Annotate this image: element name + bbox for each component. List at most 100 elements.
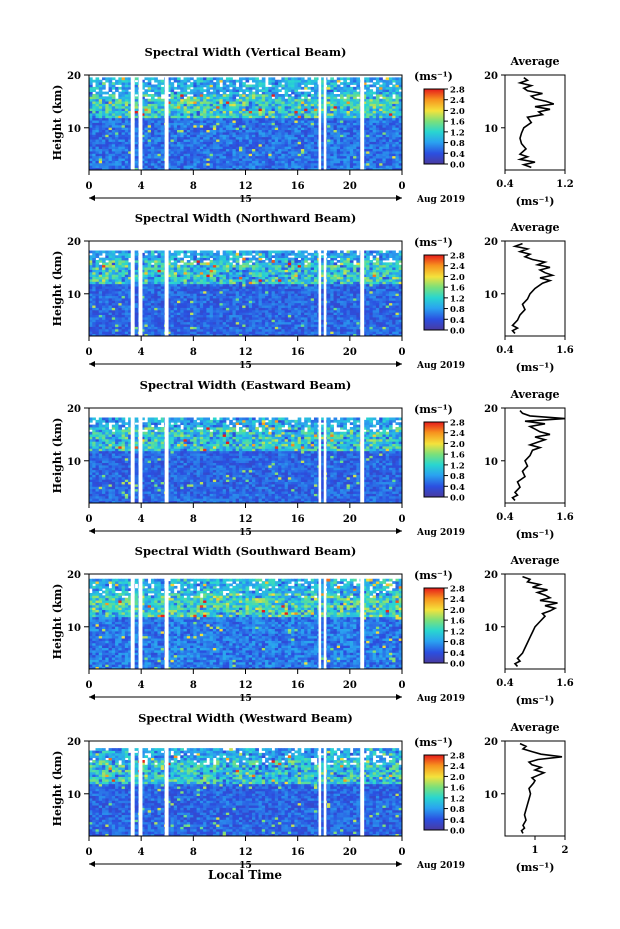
average-title: Average — [509, 388, 559, 401]
day-arrow-left — [89, 528, 95, 534]
x-tick-label: 16 — [291, 680, 305, 691]
colorbar-unit: (ms⁻¹) — [414, 70, 453, 83]
colorbar-tick-label: 2.0 — [450, 440, 465, 450]
x-tick-label: 12 — [239, 680, 253, 691]
average-x-tick-label: 1.6 — [556, 512, 573, 523]
heatmap-cells — [89, 578, 403, 670]
colorbar-tick-label: 2.0 — [450, 273, 465, 283]
x-tick-label: 12 — [239, 347, 253, 358]
data-gap — [138, 741, 143, 836]
average-profile-line — [516, 76, 555, 169]
x-tick-label: 8 — [190, 347, 197, 358]
data-gap — [360, 741, 365, 836]
data-gap — [323, 241, 327, 336]
colorbar-tick-label: 0.8 — [450, 472, 465, 482]
y-tick-label: 20 — [67, 237, 81, 248]
x-tick-label: 0 — [399, 680, 406, 691]
x-tick-label: 12 — [239, 514, 253, 525]
x-tick-label: 0 — [86, 847, 93, 858]
average-x-tick-label: 2 — [562, 845, 569, 856]
average-x-tick-label: 1.6 — [556, 345, 573, 356]
y-axis-label: Height (km) — [51, 751, 64, 827]
data-gap — [130, 574, 135, 669]
x-tick-label: 4 — [138, 347, 145, 358]
panel-2: Spectral Width (Northward Beam) 0 4 8 12 16 20… — [51, 211, 574, 374]
day-label: 15 — [239, 361, 252, 371]
day-arrow-right — [396, 694, 402, 700]
colorbar — [423, 254, 445, 331]
colorbar-tick-label: 2.8 — [450, 86, 465, 96]
x-tick-label: 8 — [190, 514, 197, 525]
x-tick-label: 0 — [86, 514, 93, 525]
colorbar-tick-label: 0.8 — [450, 139, 465, 149]
date-label: Aug 2019 — [416, 361, 465, 371]
data-gap — [164, 408, 169, 503]
x-tick-label: 4 — [138, 847, 145, 858]
colorbar-unit: (ms⁻¹) — [414, 403, 453, 416]
colorbar-tick-label: 2.0 — [450, 773, 465, 783]
data-gap — [360, 75, 365, 170]
y-tick-label: 10 — [67, 124, 81, 135]
colorbar-tick-label: 1.6 — [450, 451, 465, 461]
colorbar-tick-label: 2.8 — [450, 752, 465, 762]
data-gap — [318, 241, 322, 336]
colorbar-tick-label: 1.2 — [450, 461, 465, 471]
colorbar-tick-label: 2.8 — [450, 419, 465, 429]
x-axis-label: Local Time — [208, 868, 282, 882]
data-gap — [130, 241, 135, 336]
panel-title: Spectral Width (Eastward Beam) — [140, 378, 352, 392]
x-tick-label: 20 — [343, 347, 357, 358]
x-tick-label: 0 — [86, 181, 93, 192]
panel-4: Spectral Width (Southward Beam) 0 4 8 12 16 20… — [51, 544, 574, 707]
data-gap — [318, 574, 322, 669]
colorbar-tick-label: 2.4 — [450, 429, 465, 439]
data-gap — [323, 408, 327, 503]
y-tick-label: 10 — [67, 290, 81, 301]
average-title: Average — [509, 721, 559, 734]
x-tick-label: 4 — [138, 181, 145, 192]
x-tick-label: 20 — [343, 514, 357, 525]
y-tick-label: 20 — [67, 71, 81, 82]
x-tick-label: 0 — [399, 847, 406, 858]
x-tick-label: 4 — [138, 680, 145, 691]
colorbar-tick-label: 0.0 — [450, 494, 465, 504]
day-arrow-right — [396, 195, 402, 201]
average-frame — [504, 240, 566, 337]
colorbar-unit: (ms⁻¹) — [414, 569, 453, 582]
x-tick-label: 16 — [291, 847, 305, 858]
average-y-tick-label: 20 — [484, 71, 498, 82]
colorbar-tick-label: 1.6 — [450, 784, 465, 794]
x-tick-label: 0 — [86, 347, 93, 358]
colorbar-tick-label: 0.4 — [450, 816, 465, 826]
colorbar-unit: (ms⁻¹) — [414, 236, 453, 249]
colorbar-tick-label: 0.4 — [450, 483, 465, 493]
colorbar-tick-label: 1.2 — [450, 128, 465, 138]
date-label: Aug 2019 — [416, 195, 465, 205]
panel-title: Spectral Width (Southward Beam) — [135, 544, 357, 558]
colorbar — [423, 587, 445, 664]
colorbar-tick-label: 2.4 — [450, 262, 465, 272]
panels: Spectral Width (Vertical Beam)0 4 8 12 16 20 0… — [51, 45, 574, 874]
day-arrow-left — [89, 861, 95, 867]
day-arrow-left — [89, 694, 95, 700]
average-y-tick-label: 20 — [484, 570, 498, 581]
data-gap — [360, 408, 365, 503]
colorbar-tick-label: 2.4 — [450, 762, 465, 772]
y-tick-label: 10 — [67, 623, 81, 634]
average-y-tick-label: 10 — [484, 623, 498, 634]
data-gap — [138, 241, 143, 336]
average-profile-line — [511, 410, 566, 501]
average-profile-line — [513, 575, 558, 667]
average-x-tick-label: 0.4 — [496, 678, 513, 689]
colorbar-tick-label: 1.6 — [450, 118, 465, 128]
day-arrow-right — [396, 861, 402, 867]
data-gap — [360, 574, 365, 669]
average-x-tick-label: 1.2 — [556, 179, 573, 190]
colorbar-tick-label: 0.0 — [450, 827, 465, 837]
average-x-tick-label: 0.4 — [496, 345, 513, 356]
heatmap-cells — [89, 77, 403, 171]
y-tick-label: 20 — [67, 570, 81, 581]
average-frame — [504, 573, 566, 670]
average-unit: (ms⁻¹) — [516, 528, 555, 541]
